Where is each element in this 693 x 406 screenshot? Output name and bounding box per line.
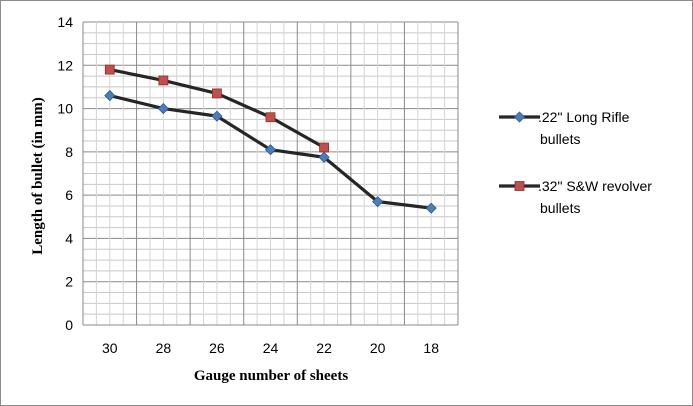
x-tick-label: 28 (156, 340, 172, 356)
x-tick-label: 24 (263, 340, 279, 356)
data-point-marker (264, 144, 277, 156)
data-point-marker (158, 75, 169, 86)
data-point-marker (211, 110, 223, 122)
legend-marker (513, 111, 526, 123)
data-point-marker (212, 88, 222, 99)
x-tick-label: 20 (370, 340, 386, 356)
y-tick-label: 0 (65, 317, 73, 333)
legend: .22" Long Rifle bullets .32" S&W revolver b… (499, 109, 652, 216)
legend-label: bullets (540, 131, 580, 147)
y-tick-label: 12 (57, 57, 73, 73)
x-tick-label: 30 (102, 340, 118, 356)
x-axis-title: Gauge number of sheets (194, 368, 348, 384)
data-point-marker (157, 103, 169, 115)
x-tick-label: 22 (316, 340, 332, 356)
data-point-marker (104, 64, 115, 75)
data-point-marker (372, 196, 384, 208)
y-tick-label: 2 (65, 274, 73, 290)
series (104, 64, 437, 214)
y-tick-label: 4 (65, 230, 73, 246)
y-tick-label: 14 (57, 14, 73, 30)
y-tick-label: 8 (65, 144, 73, 160)
data-point-marker (319, 142, 329, 153)
legend-label: .22" Long Rifle (538, 109, 630, 125)
x-tick-label: 26 (209, 340, 225, 356)
data-point-marker (265, 112, 276, 123)
legend-label: bullets (540, 200, 580, 216)
y-tick-label: 6 (65, 187, 73, 203)
legend-label: .32" S&W revolver (538, 178, 652, 194)
y-axis-title: Length of bullet (in mm) (30, 97, 46, 255)
legend-marker (514, 181, 525, 191)
data-point-marker (318, 151, 330, 163)
y-tick-label: 10 (57, 101, 73, 117)
gridlines (82, 21, 459, 326)
x-tick-label: 18 (423, 340, 439, 356)
data-point-marker (104, 90, 116, 102)
data-point-marker (425, 202, 437, 214)
